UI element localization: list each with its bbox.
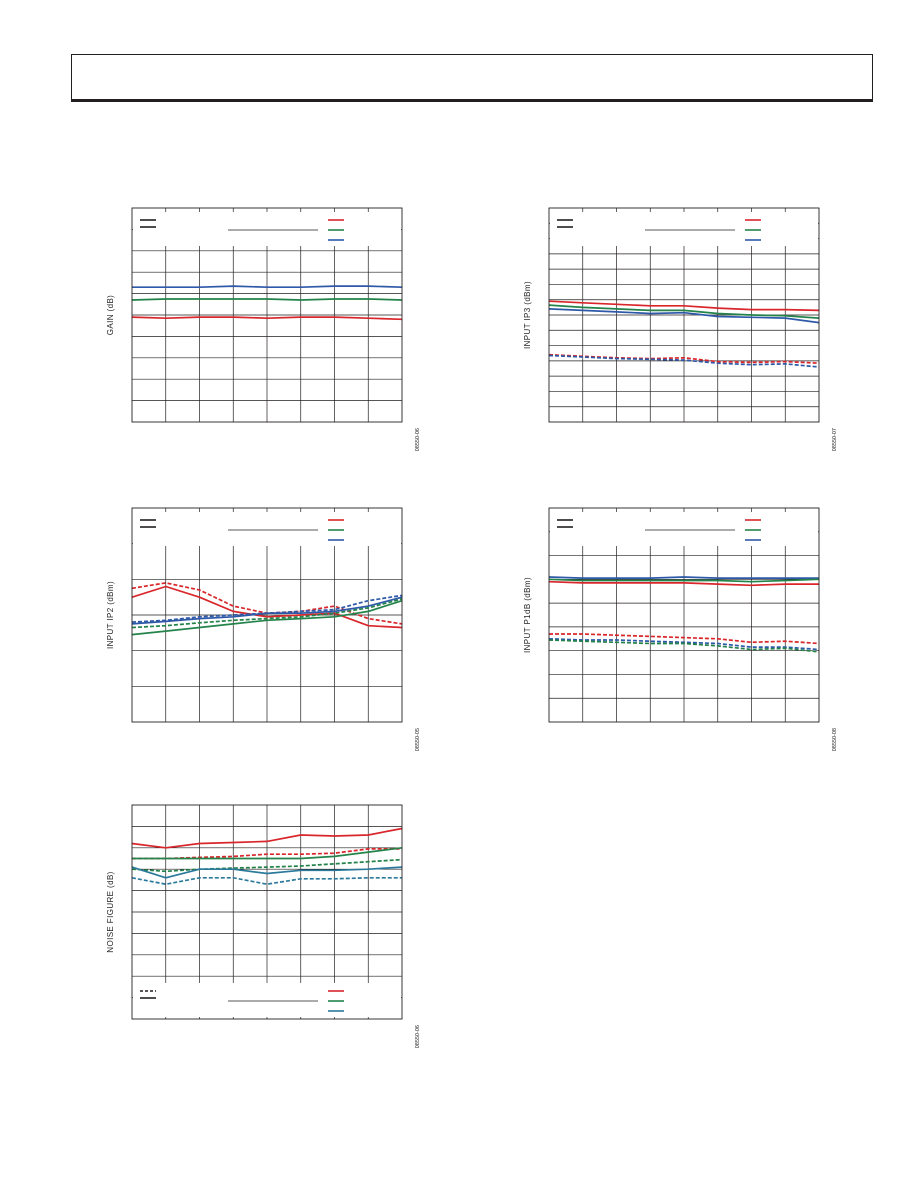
- plot-frame: [548, 207, 820, 423]
- series-line-blue-dashed: [131, 594, 403, 623]
- plot-frame: [131, 507, 403, 723]
- plot-frame: [548, 507, 820, 723]
- series-line-blue-dashed: [548, 354, 820, 368]
- figure-code: 08550-06: [415, 428, 421, 451]
- legend: [133, 512, 401, 546]
- series-line-blue-solid: [132, 285, 403, 289]
- legend-box: [550, 512, 818, 546]
- y-axis-label: GAIN (dB): [106, 295, 115, 336]
- series-line-green-solid: [132, 846, 403, 860]
- legend: [133, 212, 401, 246]
- y-axis-label: INPUT P1dB (dBm): [523, 577, 532, 653]
- figure-code: 08550-08: [832, 728, 838, 751]
- gain-chart: GAIN (dB) 08550-06: [106, 207, 421, 451]
- series-line-green-dashed: [131, 858, 403, 873]
- series-line-red-solid: [131, 827, 403, 849]
- input-p1db-chart: INPUT P1dB (dBm) 08550-08: [523, 507, 838, 751]
- series-line-red-dashed: [549, 633, 820, 645]
- legend: [550, 512, 818, 546]
- y-axis-label: INPUT IP2 (dBm): [106, 581, 115, 649]
- legend-box: [550, 212, 818, 246]
- series-line-blue-solid: [548, 308, 820, 324]
- series-line-green-dashed: [131, 598, 403, 629]
- series-line-red-solid: [131, 316, 403, 321]
- series-line-green-solid: [131, 599, 403, 636]
- series-line-blue-solid: [548, 576, 819, 579]
- input-ip2-chart: INPUT IP2 (dBm) 08550-05: [106, 507, 421, 751]
- series-line-teal-dashed: [131, 876, 402, 886]
- series-line-green-solid: [548, 578, 820, 583]
- legend: [550, 212, 818, 246]
- figure-code: 08550-06: [415, 1025, 421, 1048]
- legend-box: [133, 983, 401, 1017]
- series-line-green-solid: [548, 304, 820, 319]
- series-line-red-solid: [548, 580, 819, 587]
- y-axis-label: NOISE FIGURE (dB): [106, 871, 115, 952]
- legend: [133, 983, 401, 1017]
- series-line-green-dashed: [548, 639, 820, 653]
- series-line-blue-dashed: [548, 637, 820, 651]
- series-line-green-solid: [131, 298, 403, 301]
- y-axis-label: INPUT IP3 (dBm): [523, 281, 532, 349]
- noise-figure-chart: NOISE FIGURE (dB) 08550-06: [106, 804, 421, 1048]
- figure-code: 08550-07: [832, 428, 838, 451]
- legend-box: [133, 212, 401, 246]
- plot-frame: [131, 804, 403, 1020]
- series-line-red-solid: [548, 300, 820, 312]
- figure-code: 08550-05: [415, 728, 421, 751]
- series-line-red-solid: [131, 585, 403, 629]
- page-header-box: [71, 54, 873, 102]
- series-line-teal-solid: [131, 866, 403, 879]
- input-ip3-chart: INPUT IP3 (dBm) 08550-07: [523, 207, 838, 451]
- legend-box: [133, 512, 401, 546]
- plot-frame: [131, 207, 403, 423]
